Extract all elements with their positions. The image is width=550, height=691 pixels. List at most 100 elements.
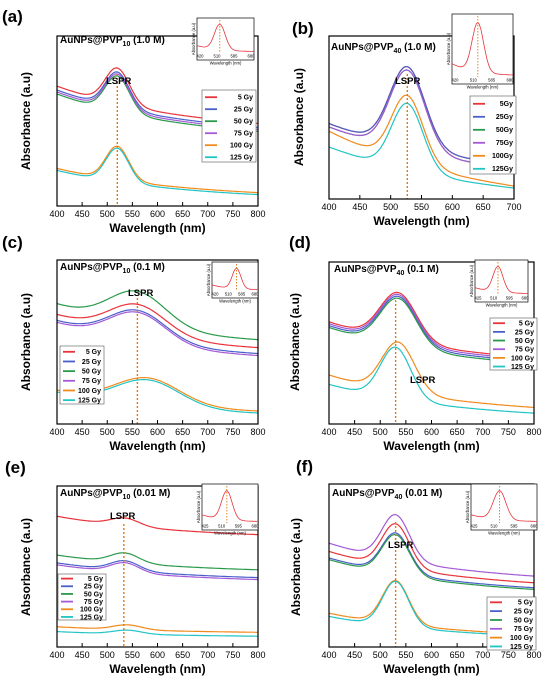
x-tick-label: 750: [225, 650, 240, 660]
title-subscript: 40: [397, 270, 405, 277]
inset-tick-label: 510: [218, 524, 226, 529]
x-tick-label: 500: [373, 427, 388, 437]
legend-box: [57, 573, 107, 621]
legend-entry: 75 Gy: [84, 599, 103, 606]
x-tick-label: 450: [75, 650, 90, 660]
inset-tick-label: 595: [506, 296, 514, 301]
panel-a: (a) 400 450 500 550 600 650 700 750 800 Wavelength…: [2, 7, 266, 235]
x-tick-label: 650: [450, 427, 465, 437]
legend-entry: 5 Gy: [86, 349, 101, 356]
inset-x-label: Wavelength (nm): [214, 531, 246, 536]
inset-frame: [470, 483, 538, 531]
x-tick-label: 550: [125, 209, 140, 219]
legend-box: [489, 317, 538, 371]
inset-tick-label: 595: [235, 524, 243, 529]
lspr-label: LSPR: [410, 375, 435, 386]
title-prefix: AuNPs@PVP: [60, 488, 123, 499]
series-line: [328, 94, 515, 187]
series-line: [328, 346, 534, 414]
x-tick-label: 800: [250, 209, 265, 219]
x-axis-label: Wavelength (nm): [383, 439, 479, 453]
x-tick-label: 500: [100, 209, 115, 219]
inset-tick-label: 680: [252, 524, 260, 529]
legend-entry: 5 Gy: [88, 576, 103, 583]
inset-frame: [474, 259, 529, 303]
x-axis-label: Wavelength (nm): [373, 214, 469, 228]
legend-box: [59, 345, 105, 405]
x-tick-label: 450: [75, 427, 90, 437]
x-tick-label: 650: [175, 209, 190, 219]
legend-entry: 75 Gy: [515, 347, 534, 354]
title-prefix: AuNPs@PVP: [331, 42, 394, 53]
x-tick-label: 750: [501, 650, 516, 660]
series-line: [328, 533, 534, 590]
x-tick-label: 700: [200, 209, 215, 219]
series-line: [56, 562, 259, 581]
legend-entry: 5Gy: [500, 101, 513, 108]
legend-entry: 100 Gy: [511, 355, 534, 362]
x-tick-label: 600: [150, 209, 165, 219]
legend-entry: 100 Gy: [78, 388, 101, 395]
x-axis-label: Wavelength (nm): [109, 662, 205, 676]
legend-entry: 125 Gy: [78, 398, 101, 405]
y-axis-label: Absorbance (a.u): [19, 293, 33, 391]
series-line: [56, 303, 259, 349]
series-line: [328, 341, 535, 408]
x-tick-label: 800: [250, 427, 265, 437]
x-tick-label: 600: [150, 650, 165, 660]
x-tick-label: 400: [321, 202, 336, 212]
x-tick-label: 750: [225, 427, 240, 437]
title-concentration: (1.0 M): [130, 35, 164, 46]
legend-entry: 50 Gy: [514, 617, 533, 624]
legend-entry: 75Gy: [496, 140, 513, 147]
y-axis-label: Absorbance (a.u): [289, 518, 303, 616]
x-tick-label: 700: [475, 427, 490, 437]
inset-x-label: Wavelength (nm): [486, 303, 518, 308]
series-line: [56, 147, 259, 196]
x-tick-label: 450: [347, 427, 362, 437]
inset-tick-label: 680: [531, 524, 539, 529]
title-prefix: AuNPs@PVP: [60, 262, 123, 273]
inset-tick-label: 680: [507, 78, 515, 83]
panel-letter: (c): [2, 233, 23, 252]
inset-line: [201, 490, 258, 522]
x-tick-label: 550: [398, 650, 413, 660]
legend-entry: 125 Gy: [230, 155, 253, 162]
legend-box: [469, 95, 517, 175]
x-tick-label: 600: [150, 427, 165, 437]
inset-tick-label: 510: [490, 296, 498, 301]
legend-entry: 125Gy: [492, 166, 513, 173]
title-concentration: (1.0 M): [401, 42, 435, 53]
inset-frame: [451, 13, 514, 85]
inset-tick-label: 680: [522, 296, 530, 301]
legend-entry: 5 Gy: [519, 321, 534, 328]
legend-box: [201, 89, 257, 163]
inset-tick-label: 425: [475, 296, 483, 301]
title-concentration: (0.1 M): [130, 262, 164, 273]
inset-tick-label: 420: [212, 292, 220, 297]
inset-y-label: Absorbance (a.u): [446, 32, 451, 65]
title-prefix: AuNPs@PVP: [60, 35, 123, 46]
legend-entry: 25 Gy: [234, 107, 253, 114]
x-tick-label: 450: [352, 202, 367, 212]
panel-title: AuNPs@PVP40 (0.01 M): [332, 488, 442, 501]
series-line: [328, 513, 535, 577]
x-tick-label: 750: [225, 209, 240, 219]
inset-frame: [211, 261, 259, 299]
x-tick-label: 650: [175, 650, 190, 660]
panel-d: (d) 400 450 500 550 600 650 700 750 800 Wavelength…: [288, 233, 542, 453]
inset-y-label: Absorbance (a.u): [465, 490, 470, 523]
title-prefix: AuNPs@PVP: [334, 264, 397, 275]
inset-tick-label: 510: [225, 292, 233, 297]
series-line: [56, 309, 259, 355]
x-tick-label: 400: [49, 650, 64, 660]
y-axis-label: Absorbance (a.u): [292, 68, 306, 166]
title-subscript: 10: [123, 494, 131, 501]
x-tick-label: 800: [526, 427, 541, 437]
legend-entry: 25 Gy: [82, 359, 101, 366]
x-tick-label: 800: [526, 650, 541, 660]
series-line: [328, 532, 535, 589]
legend-entry: 125 Gy: [511, 364, 534, 371]
panel-letter: (a): [2, 7, 23, 26]
